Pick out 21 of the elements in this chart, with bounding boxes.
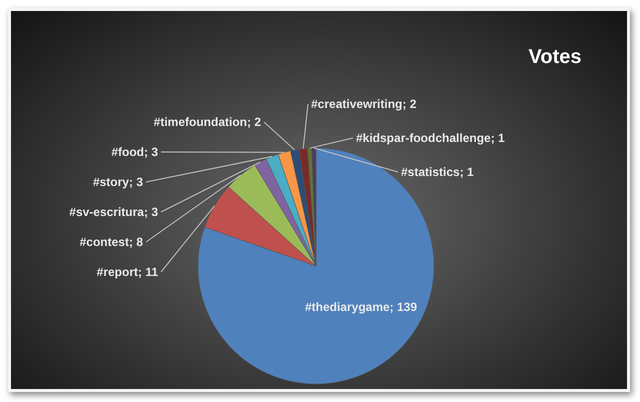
slice-label: #statistics [401, 165, 460, 179]
slice-label: #report [96, 265, 138, 279]
slice-label: #timefoundation [154, 115, 247, 129]
data-label: ; 1 [460, 165, 474, 179]
data-label: ; 8 [128, 235, 144, 249]
data-label: ; 3 [144, 145, 158, 159]
data-label: ; 1 [490, 131, 506, 145]
slice-label: #contest [80, 235, 129, 249]
slice-label: #kidspar-foodchallenge [356, 131, 492, 145]
data-label: ; 3 [128, 175, 144, 189]
slice-label: #thediarygame [304, 300, 390, 314]
data-label: ; 11 [138, 265, 158, 279]
data-label: ; 2 [402, 97, 417, 111]
data-label: ; 139 [390, 300, 418, 314]
text: Votes [528, 46, 582, 68]
slice-label: #story [92, 175, 130, 189]
data-label: ; 3 [144, 205, 158, 219]
data-label: ; 2 [246, 115, 262, 129]
slice-label: #sv-escritura [69, 205, 144, 219]
slice-label: #creativewriting [311, 97, 402, 111]
slice-label: #food [111, 145, 144, 159]
